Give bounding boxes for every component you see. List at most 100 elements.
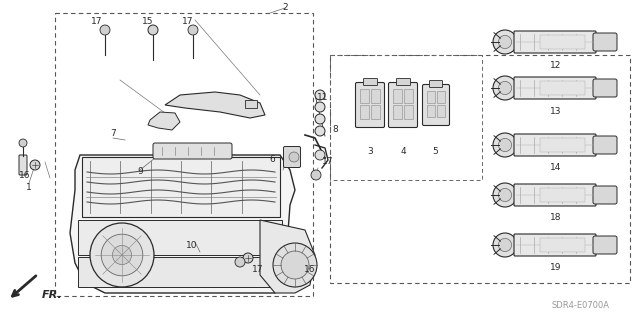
FancyBboxPatch shape (514, 184, 596, 206)
Bar (55, 13, 313, 296)
Text: 18: 18 (550, 213, 562, 222)
Text: SDR4-E0700A: SDR4-E0700A (552, 301, 610, 310)
Bar (360, 89, 369, 103)
Text: 19: 19 (550, 263, 562, 272)
FancyBboxPatch shape (19, 155, 27, 175)
Text: FR.: FR. (42, 290, 63, 300)
Bar (427, 91, 435, 103)
Polygon shape (260, 220, 315, 293)
FancyBboxPatch shape (429, 80, 442, 87)
Polygon shape (165, 92, 265, 118)
Circle shape (311, 170, 321, 180)
Circle shape (499, 189, 511, 202)
FancyBboxPatch shape (388, 83, 417, 128)
Circle shape (101, 234, 143, 276)
FancyBboxPatch shape (593, 236, 617, 254)
Bar (437, 91, 445, 103)
Circle shape (243, 253, 253, 263)
Text: 15: 15 (142, 18, 154, 26)
FancyBboxPatch shape (514, 31, 596, 53)
Circle shape (90, 223, 154, 287)
Bar (78, 220, 282, 255)
Circle shape (499, 138, 511, 152)
Circle shape (148, 25, 158, 35)
FancyBboxPatch shape (364, 78, 378, 85)
Bar (330, 55, 482, 180)
Bar (427, 105, 435, 117)
FancyBboxPatch shape (284, 146, 301, 167)
Text: 16: 16 (304, 265, 316, 275)
Text: 9: 9 (137, 167, 143, 176)
Circle shape (493, 30, 517, 54)
Text: 17: 17 (323, 158, 333, 167)
FancyBboxPatch shape (153, 143, 232, 159)
Circle shape (100, 25, 110, 35)
Text: 10: 10 (186, 241, 198, 249)
FancyBboxPatch shape (593, 79, 617, 97)
Bar (540, 138, 585, 152)
Polygon shape (70, 155, 295, 293)
Circle shape (499, 81, 511, 95)
Circle shape (499, 238, 511, 252)
Text: 7: 7 (110, 129, 116, 137)
Circle shape (30, 160, 40, 170)
FancyBboxPatch shape (355, 83, 385, 128)
Text: 1: 1 (26, 183, 32, 192)
Bar (360, 105, 369, 119)
FancyBboxPatch shape (422, 85, 449, 125)
Circle shape (188, 25, 198, 35)
Bar (540, 188, 585, 202)
Text: 11: 11 (317, 93, 329, 101)
Bar (82, 157, 280, 217)
Text: 4: 4 (400, 147, 406, 157)
Bar (393, 105, 402, 119)
Circle shape (315, 102, 325, 112)
FancyBboxPatch shape (514, 77, 596, 99)
Bar (404, 105, 413, 119)
Text: 5: 5 (432, 147, 438, 157)
Circle shape (493, 233, 517, 257)
Circle shape (281, 251, 309, 279)
FancyBboxPatch shape (593, 186, 617, 204)
FancyBboxPatch shape (593, 33, 617, 51)
Text: 14: 14 (550, 164, 562, 173)
Circle shape (315, 150, 325, 160)
Bar (393, 89, 402, 103)
Circle shape (273, 243, 317, 287)
Circle shape (493, 76, 517, 100)
Text: 8: 8 (332, 125, 338, 135)
Bar (540, 35, 585, 49)
Text: 6: 6 (269, 155, 275, 165)
Circle shape (315, 90, 325, 100)
Circle shape (499, 35, 511, 48)
Circle shape (493, 183, 517, 207)
Text: 17: 17 (182, 18, 194, 26)
Polygon shape (148, 112, 180, 130)
Bar (540, 81, 585, 95)
Circle shape (289, 152, 299, 162)
Text: 3: 3 (367, 147, 373, 157)
Bar (540, 238, 585, 252)
FancyBboxPatch shape (397, 78, 410, 85)
Text: 17: 17 (252, 265, 264, 275)
Circle shape (113, 245, 132, 264)
Text: 16: 16 (19, 170, 31, 180)
FancyBboxPatch shape (593, 136, 617, 154)
Text: 17: 17 (92, 18, 103, 26)
Bar (437, 105, 445, 117)
Text: 2: 2 (282, 4, 288, 12)
FancyBboxPatch shape (514, 234, 596, 256)
Circle shape (235, 257, 245, 267)
FancyBboxPatch shape (514, 134, 596, 156)
Circle shape (315, 114, 325, 124)
Circle shape (493, 133, 517, 157)
Text: 12: 12 (550, 61, 562, 70)
Text: 13: 13 (550, 108, 562, 116)
Bar (245, 100, 257, 108)
Bar (371, 89, 380, 103)
Bar (404, 89, 413, 103)
Circle shape (19, 139, 27, 147)
Bar (371, 105, 380, 119)
Circle shape (315, 126, 325, 136)
Bar (330, 55, 630, 283)
